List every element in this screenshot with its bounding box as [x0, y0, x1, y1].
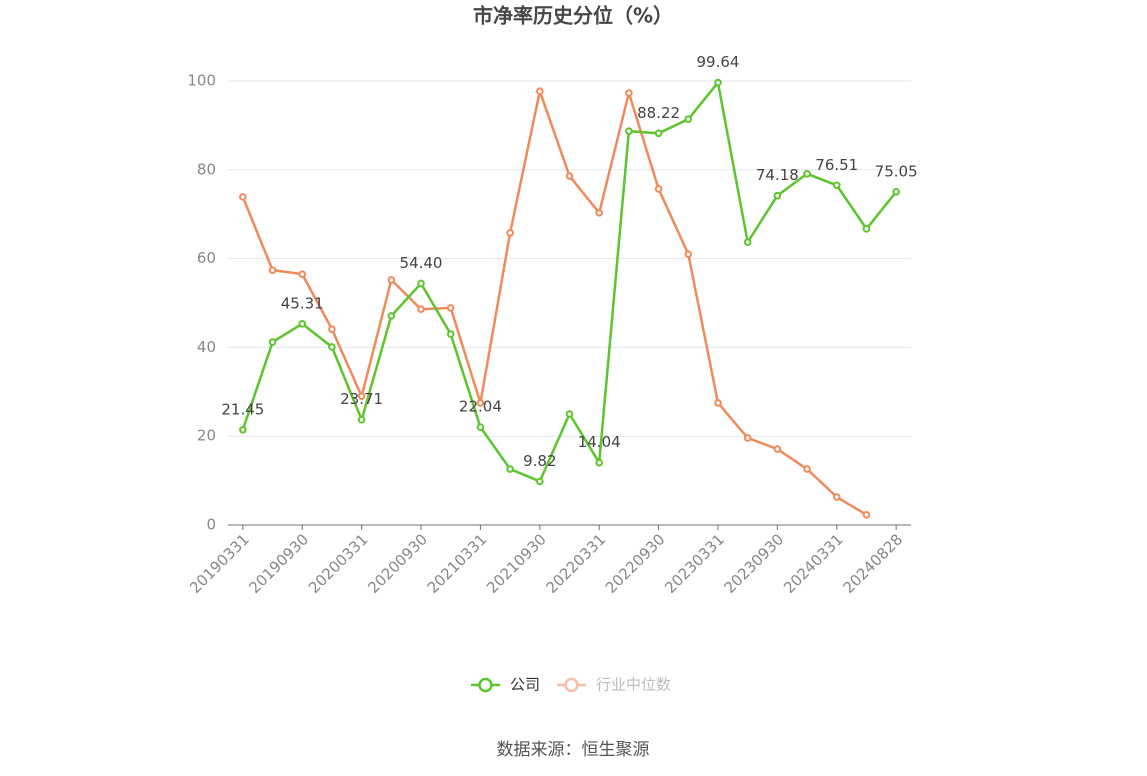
y-tick-label: 80 [197, 160, 216, 178]
data-label: 14.04 [578, 433, 621, 451]
y-tick-label: 40 [197, 338, 216, 356]
data-label: 99.64 [697, 53, 740, 71]
data-point [298, 320, 307, 328]
legend-marker [564, 677, 579, 693]
legend-item[interactable]: 行业中位数 [557, 676, 671, 694]
x-tick-label: 20190930 [246, 530, 313, 597]
x-tick-label: 20200331 [305, 530, 372, 597]
data-point [268, 338, 277, 346]
x-tick-label: 20240331 [780, 530, 847, 597]
x-tick-label: 20220331 [542, 530, 609, 597]
data-point [446, 304, 455, 312]
series-line [241, 79, 898, 484]
data-point [654, 129, 663, 138]
data-point [714, 399, 722, 407]
data-point [506, 229, 514, 237]
data-point [446, 330, 455, 338]
data-point [832, 181, 841, 190]
data-point [743, 238, 752, 246]
data-point [298, 270, 307, 278]
data-point [476, 399, 485, 407]
data-point [506, 465, 514, 473]
data-point [268, 266, 277, 274]
x-tick-label: 20240828 [839, 530, 906, 597]
data-point [625, 127, 633, 135]
data-point [536, 87, 544, 96]
data-point [565, 172, 574, 180]
data-label: 23.71 [340, 390, 383, 408]
x-tick-label: 20220930 [602, 530, 669, 597]
data-label: 74.18 [756, 166, 799, 184]
x-tick-label: 20210331 [424, 530, 491, 597]
data-point [328, 325, 336, 333]
data-label: 21.45 [221, 400, 264, 418]
x-tick-label: 20210930 [483, 530, 550, 597]
data-point [357, 392, 366, 401]
data-point [536, 477, 544, 486]
data-point [239, 193, 247, 201]
data-label: 22.04 [459, 398, 502, 416]
data-point [357, 415, 366, 424]
x-tick-label: 20200930 [364, 530, 431, 597]
y-tick-label: 20 [197, 427, 216, 445]
data-point [476, 423, 485, 431]
x-tick-label: 20190331 [186, 530, 253, 597]
data-point [328, 343, 336, 351]
data-label: 76.51 [815, 156, 858, 174]
data-point [239, 425, 247, 434]
data-point [595, 209, 603, 217]
data-point [862, 225, 871, 233]
data-point [862, 510, 871, 519]
data-point [565, 410, 574, 418]
data-point [684, 250, 693, 258]
data-point [803, 465, 811, 473]
data-label: 9.82 [523, 452, 556, 470]
series-line [241, 86, 868, 516]
data-point [595, 458, 603, 467]
data-point [387, 312, 396, 320]
data-label: 54.40 [400, 254, 443, 272]
data-point [417, 305, 425, 314]
y-tick-label: 60 [197, 249, 216, 267]
legend-item[interactable]: 公司 [471, 676, 540, 694]
x-tick-label: 20230331 [661, 530, 728, 597]
legend-label: 行业中位数 [596, 676, 671, 694]
data-point [743, 434, 752, 442]
data-label: 75.05 [875, 162, 918, 180]
data-point [684, 115, 693, 123]
y-tick-label: 100 [187, 72, 216, 90]
data-point [417, 279, 425, 288]
data-label: 88.22 [637, 104, 680, 122]
x-tick-label: 20230930 [721, 530, 788, 597]
data-point [387, 276, 396, 284]
legend-marker [478, 677, 493, 693]
data-point [773, 191, 782, 200]
data-point [832, 493, 841, 501]
data-point [803, 169, 811, 178]
y-tick-label: 0 [206, 516, 216, 534]
data-point [773, 445, 782, 453]
data-point [714, 78, 722, 87]
data-point [625, 89, 633, 97]
data-point [654, 185, 663, 193]
data-label: 45.31 [281, 294, 324, 312]
data-point [892, 187, 900, 196]
source-note: 数据来源：恒生聚源 [497, 740, 650, 760]
chart-title: 市净率历史分位（%） [473, 4, 673, 28]
legend-label: 公司 [510, 676, 540, 694]
